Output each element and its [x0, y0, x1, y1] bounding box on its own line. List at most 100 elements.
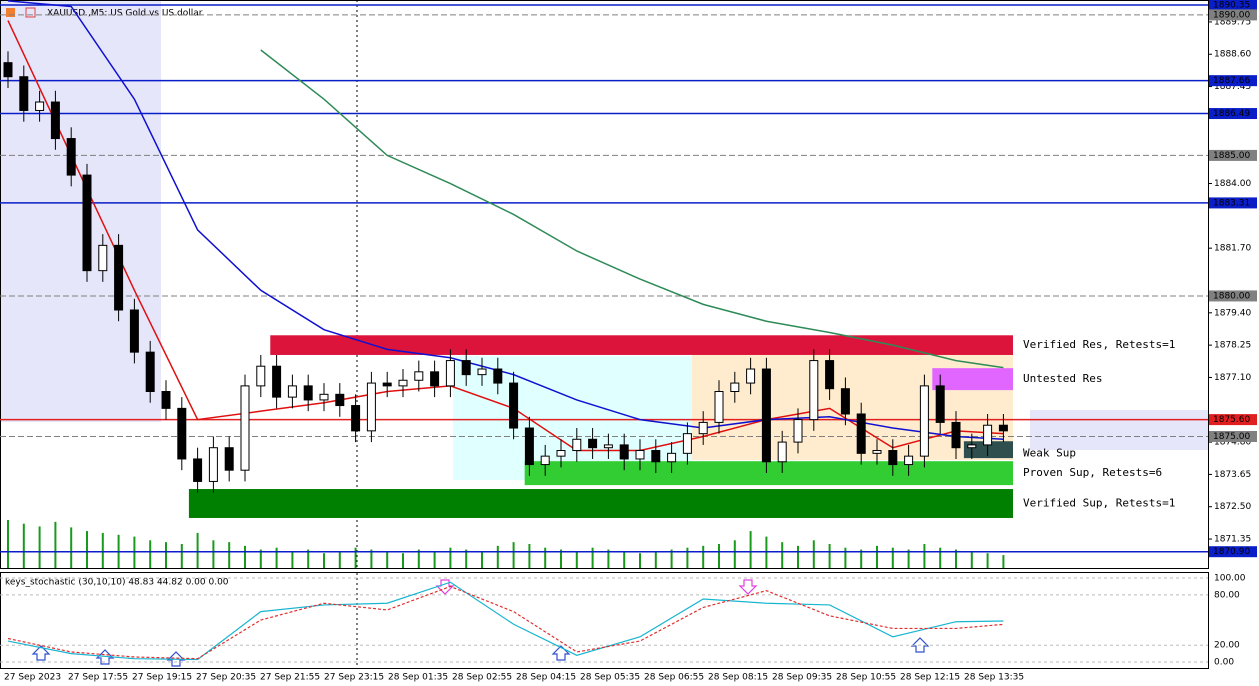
- range-shade: [1030, 410, 1208, 450]
- level-label: 1880.00: [1213, 291, 1250, 301]
- zone: [932, 368, 1013, 391]
- volume-bar: [449, 547, 452, 568]
- volume-bar: [860, 549, 863, 568]
- buy-arrow: [31, 645, 51, 661]
- volume-bar: [528, 544, 531, 568]
- volume-bar: [970, 551, 973, 568]
- level-label-bg: [1209, 0, 1257, 11]
- volume-bar: [797, 545, 799, 568]
- candle-body: [493, 368, 503, 384]
- candle-body: [793, 419, 803, 443]
- y-tick-label: 1872.50: [1214, 502, 1251, 512]
- volume-bar: [670, 549, 673, 568]
- candle-body: [588, 438, 598, 449]
- candle-body: [319, 393, 329, 401]
- candle-body: [382, 382, 392, 387]
- level-label: 1885.00: [1213, 151, 1250, 161]
- y-tick-label: 1879.40: [1214, 308, 1251, 318]
- volume-bar: [86, 531, 88, 568]
- candle-body: [477, 368, 487, 376]
- candle-body: [114, 244, 124, 311]
- volume-bar: [244, 545, 246, 568]
- y-tick-label: 1874.80: [1214, 438, 1251, 448]
- y-tick-label: 1884.00: [1214, 179, 1251, 189]
- volume-bar: [876, 545, 878, 568]
- candle-body: [698, 421, 708, 435]
- candle-body: [730, 382, 740, 393]
- candle-body: [651, 450, 661, 463]
- volume-bar: [149, 540, 152, 568]
- candle-body: [572, 438, 582, 452]
- x-tick-label: 28 Sep 02:55: [452, 673, 512, 683]
- volume-bar: [560, 549, 562, 568]
- candle-body: [414, 371, 424, 381]
- candle-body: [335, 393, 345, 407]
- candle-body: [667, 452, 677, 463]
- icon: [6, 8, 15, 17]
- volume-bar: [544, 547, 547, 568]
- volume-bar: [417, 549, 420, 568]
- main-frame: [0, 0, 1209, 569]
- x-tick-label: 28 Sep 09:35: [772, 673, 832, 683]
- stoch-frame: [0, 572, 1209, 669]
- x-tick-label: 28 Sep 05:35: [580, 673, 640, 683]
- candle-body: [714, 391, 724, 423]
- volume-bar: [812, 540, 815, 568]
- candle-body: [3, 62, 13, 78]
- candle-body: [635, 450, 645, 460]
- zone-label: Verified Sup, Retests=1: [1023, 496, 1175, 509]
- x-tick-label: 27 Sep 19:15: [132, 673, 192, 683]
- volume-bar: [907, 549, 910, 568]
- volume-bar: [512, 542, 515, 568]
- x-tick-label: 28 Sep 13:35: [964, 673, 1024, 683]
- volume-bar: [607, 549, 610, 568]
- zone-label: Proven Sup, Retests=6: [1023, 466, 1162, 479]
- y-tick-label: 1889.75: [1214, 17, 1251, 27]
- candle-body: [366, 382, 376, 432]
- candle-body: [603, 444, 613, 449]
- candle-body: [904, 455, 914, 466]
- volume-bar: [370, 549, 373, 568]
- volume-bar: [465, 549, 468, 568]
- volume-bar: [891, 547, 894, 568]
- volume-bar: [955, 549, 957, 568]
- candle-body: [556, 450, 566, 457]
- candle-body: [888, 450, 898, 466]
- candle-body: [129, 309, 139, 353]
- volume-bar: [7, 520, 9, 568]
- volume-bar: [22, 523, 25, 568]
- y-tick-label: 1888.60: [1214, 50, 1251, 60]
- candle-body: [540, 455, 550, 466]
- candle-body: [193, 458, 203, 482]
- zone-label: Untested Res: [1023, 372, 1102, 385]
- volume-bar: [180, 544, 183, 568]
- candle-body: [777, 441, 787, 463]
- stochastic-line: [7, 585, 1004, 660]
- candle-body: [145, 351, 155, 393]
- level-label: 1883.31: [1213, 198, 1250, 208]
- zone: [524, 461, 1013, 486]
- volume-bar: [986, 553, 989, 568]
- candle-body: [161, 391, 171, 409]
- candle-body: [856, 413, 866, 454]
- x-tick-label: 27 Sep 23:15: [324, 673, 384, 683]
- level-label-bg: [1209, 108, 1257, 120]
- candle-body: [35, 101, 45, 111]
- level-label-bg: [1209, 546, 1257, 558]
- volume-bar: [291, 551, 294, 568]
- candle-body: [461, 360, 471, 376]
- volume-bar: [702, 545, 705, 568]
- volume-bar: [828, 544, 831, 568]
- candle-body: [509, 382, 519, 429]
- volume-bar: [275, 547, 278, 568]
- x-tick-label: 28 Sep 12:15: [900, 673, 960, 683]
- candle-body: [256, 365, 266, 387]
- volume-bar: [259, 549, 262, 568]
- volume-bar: [749, 531, 752, 568]
- session-shade: [0, 0, 161, 422]
- volume-bar: [433, 551, 436, 568]
- candle-body: [303, 385, 313, 401]
- candle-body: [872, 450, 882, 454]
- volume-bar: [338, 551, 341, 568]
- x-tick-label: 27 Sep 2023: [4, 673, 61, 683]
